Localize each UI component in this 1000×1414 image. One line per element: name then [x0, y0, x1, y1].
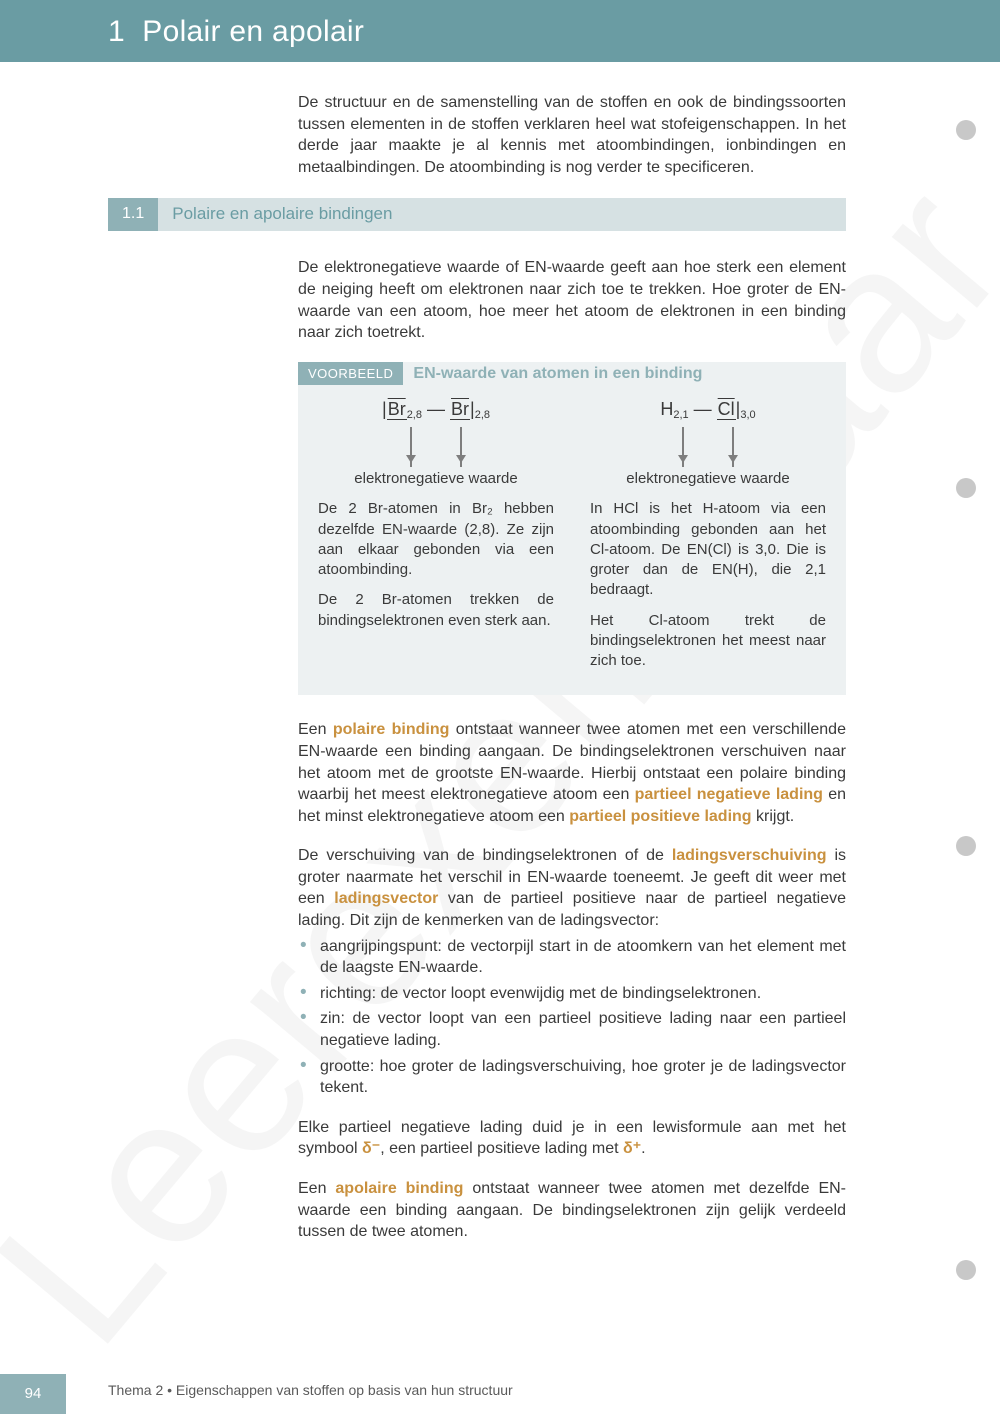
- section-heading: 1.1 Polaire en apolaire bindingen: [108, 198, 846, 231]
- en-label-right: elektronegatieve waarde: [590, 469, 826, 489]
- example-col-left: |Br2,8 — Br|2,8 elektronegatieve waarde …: [318, 393, 554, 681]
- arrow-icon: [732, 427, 734, 467]
- section-title: Polaire en apolaire bindingen: [158, 198, 846, 231]
- formula-hcl: H2,1 — Cl|3,0: [590, 397, 826, 423]
- en-value-paragraph: De elektronegatieve waarde of EN-waarde …: [298, 257, 846, 343]
- example-col-right: H2,1 — Cl|3,0 elektronegatieve waarde In…: [590, 393, 826, 681]
- example-left-p2: De 2 Br-atomen trekken de bindingselektr…: [318, 590, 554, 631]
- arrow-icon: [410, 427, 412, 467]
- list-item: zin: de vector loopt van een partieel po…: [298, 1008, 846, 1051]
- bullet-list: aangrijpingspunt: de vectorpijl start in…: [298, 936, 846, 1099]
- polaire-binding-paragraph: Een polaire binding ontstaat wanneer twe…: [298, 719, 846, 827]
- chapter-title: Polair en apolair: [142, 15, 364, 48]
- list-item: aangrijpingspunt: de vectorpijl start in…: [298, 936, 846, 979]
- arrow-icon: [682, 427, 684, 467]
- en-label-left: elektronegatieve waarde: [318, 469, 554, 489]
- list-item: richting: de vector loopt evenwijdig met…: [298, 983, 846, 1005]
- list-item: grootte: hoe groter de ladingsverschuivi…: [298, 1056, 846, 1099]
- example-box: VOORBEELD EN-waarde van atomen in een bi…: [298, 362, 846, 696]
- apolaire-binding-paragraph: Een apolaire binding ontstaat wanneer tw…: [298, 1178, 846, 1243]
- intro-paragraph: De structuur en de samenstelling van de …: [298, 92, 846, 178]
- chapter-header: 1 Polair en apolair: [0, 0, 1000, 62]
- page-number: 94: [0, 1374, 66, 1414]
- example-right-p2: Het Cl-atoom trekt de bindingselektronen…: [590, 611, 826, 672]
- example-badge: VOORBEELD: [298, 362, 403, 386]
- arrow-icon: [460, 427, 462, 467]
- ladingsvector-intro: De verschuiving van de bindingselektrone…: [298, 845, 846, 931]
- footer-text: Thema 2 • Eigenschappen van stoffen op b…: [108, 1381, 513, 1400]
- delta-symbols-paragraph: Elke partieel negatieve lading duid je i…: [298, 1117, 846, 1160]
- example-title: EN-waarde van atomen in een binding: [413, 363, 702, 385]
- formula-br2: |Br2,8 — Br|2,8: [318, 397, 554, 423]
- hole-punch-dot: [956, 1260, 976, 1280]
- chapter-number: 1: [108, 15, 125, 48]
- section-number: 1.1: [108, 198, 158, 231]
- example-right-p1: In HCl is het H-atoom via een atoombindi…: [590, 499, 826, 600]
- example-left-p1: De 2 Br-atomen in Br₂ hebben dezelfde EN…: [318, 499, 554, 580]
